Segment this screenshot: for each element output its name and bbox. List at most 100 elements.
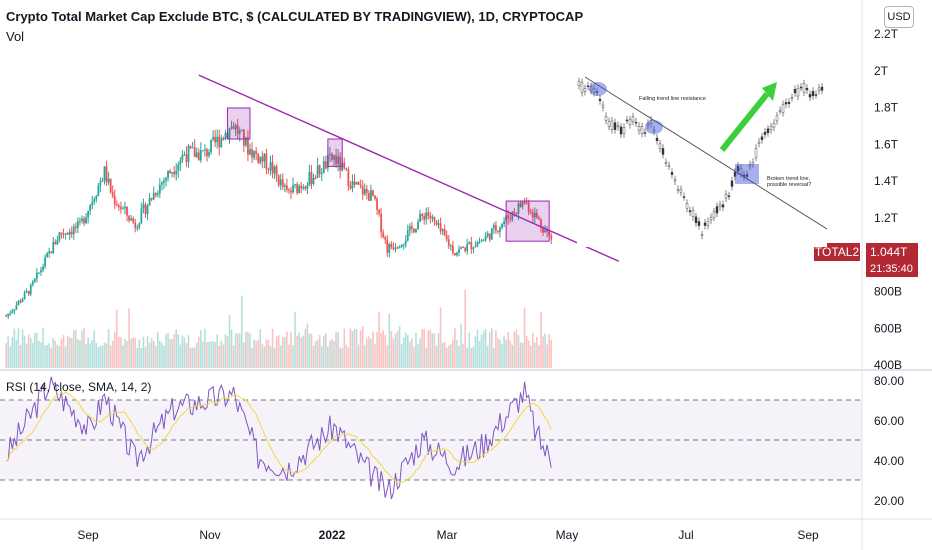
volume-bar <box>392 338 395 368</box>
candle-body <box>431 216 434 219</box>
volume-bar <box>245 332 247 368</box>
candle-body <box>15 305 18 310</box>
volume-bar <box>288 344 290 368</box>
candle-body <box>140 208 143 223</box>
volume-bar <box>218 345 221 368</box>
candle-body <box>419 213 421 222</box>
candle-body <box>128 215 130 221</box>
price-tag: 1.044T <box>866 243 918 261</box>
candle-body <box>169 170 171 174</box>
candle-body <box>183 154 186 156</box>
candle-body <box>48 251 51 254</box>
volume-bar <box>538 345 540 368</box>
inset-candle-body <box>637 125 641 131</box>
volume-bar <box>333 341 335 368</box>
volume-bar <box>413 346 415 368</box>
candle-body <box>122 208 124 210</box>
volume-bar <box>437 333 440 368</box>
volume-bar <box>64 346 67 368</box>
volume-bar <box>7 336 9 368</box>
candle-body <box>511 211 514 220</box>
volume-bar <box>409 341 411 368</box>
candle-body <box>206 149 208 157</box>
time-tick-label: Mar <box>437 528 458 542</box>
volume-bar <box>509 340 512 368</box>
volume-bar <box>23 335 26 368</box>
inset-candle-body <box>646 123 650 126</box>
volume-bar <box>202 341 204 368</box>
candle-body <box>390 244 393 248</box>
rsi-band-fill <box>0 400 862 480</box>
candle-body <box>154 193 157 196</box>
volume-bar <box>60 338 63 368</box>
volume-bar <box>312 345 315 368</box>
volume-bar <box>103 342 106 368</box>
volume-bar <box>343 328 346 368</box>
candle-body <box>91 201 94 206</box>
candle-body <box>13 309 16 312</box>
volume-bar <box>48 343 50 368</box>
volume-bar <box>113 332 116 368</box>
candle-body <box>136 227 139 229</box>
volume-bar <box>406 335 409 368</box>
candle-body <box>191 147 194 149</box>
candle-body <box>296 184 299 194</box>
volume-bar <box>70 338 73 368</box>
candle-body <box>478 241 481 243</box>
candle-body <box>378 209 380 214</box>
inset-candle-body <box>589 86 593 91</box>
volume-bar <box>236 332 239 368</box>
volume-bar <box>300 337 303 368</box>
volume-bar <box>136 347 139 368</box>
volume-bar <box>187 335 190 368</box>
inset-candle-body <box>721 204 725 208</box>
volume-bar <box>275 336 278 368</box>
candle-body <box>46 253 49 258</box>
candle-body <box>187 146 190 162</box>
candle-body <box>265 153 268 170</box>
candle-body <box>251 149 253 158</box>
candle-body <box>318 165 321 174</box>
volume-bar <box>429 329 432 368</box>
candle-body <box>66 233 69 235</box>
time-tick-label: Sep <box>797 528 819 542</box>
volume-bar <box>353 328 356 368</box>
volume-bar <box>89 343 91 368</box>
volume-bar <box>226 336 229 368</box>
inset-candle-body <box>688 210 692 213</box>
candle-body <box>384 236 387 240</box>
candle-body <box>27 291 30 295</box>
inset-candle-body <box>760 136 764 141</box>
volume-bar <box>150 338 153 368</box>
candle-body <box>160 182 163 185</box>
candle-body <box>423 215 426 220</box>
inset-candle-body <box>604 116 608 121</box>
price-tick-label: 400B <box>874 358 902 372</box>
candle-body <box>488 233 491 240</box>
candle-body <box>437 223 440 225</box>
volume-bar <box>261 343 264 368</box>
inset-candle-body <box>577 81 581 86</box>
candle-body <box>316 165 319 178</box>
inset-candle-body <box>814 94 818 96</box>
candle-body <box>365 188 368 194</box>
candle-body <box>294 184 296 186</box>
volume-bar <box>419 338 421 368</box>
volume-bar <box>427 330 430 368</box>
volume-bar <box>31 342 34 368</box>
candle-body <box>5 316 8 318</box>
candle-body <box>144 204 147 214</box>
volume-bar <box>167 332 169 368</box>
candle-body <box>70 231 73 235</box>
currency-button[interactable]: USD <box>884 6 914 28</box>
candle-body <box>40 270 42 273</box>
inset-candle-body <box>736 165 740 172</box>
candle-body <box>531 212 534 218</box>
volume-bar <box>85 343 87 368</box>
volume-bar <box>29 338 32 368</box>
volume-bar <box>521 342 524 368</box>
candle-body <box>281 179 284 187</box>
candle-body <box>310 171 313 185</box>
candle-body <box>228 128 231 139</box>
candle-body <box>132 218 135 223</box>
